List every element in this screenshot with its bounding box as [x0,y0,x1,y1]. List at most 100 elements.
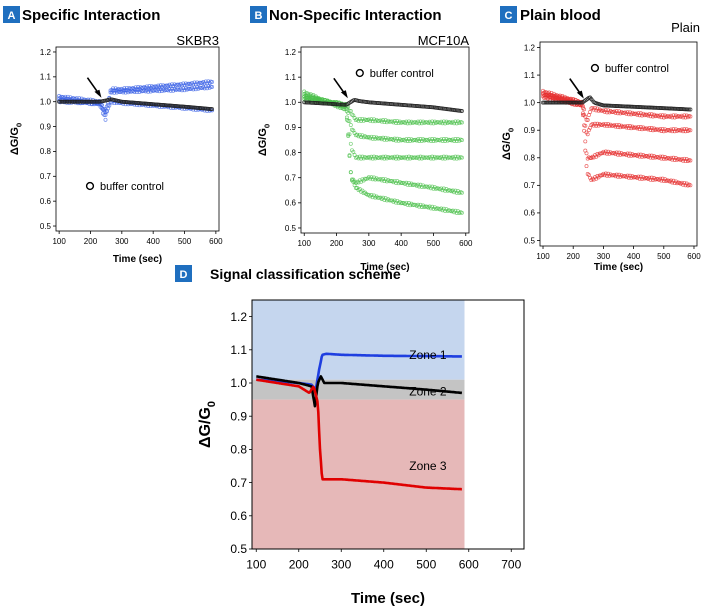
panel-c-point [631,104,636,109]
panel-b-frame [300,46,470,234]
panel-b-point [375,101,380,105]
panel-b-point [419,104,424,109]
panel-b-point [344,117,349,122]
panel-c-point [565,100,570,105]
panel-b-point [387,198,392,203]
panel-a-point [146,89,151,94]
panel-c-ytick-label: 0.8 [524,154,536,163]
panel-a-ytick-label: 1.2 [40,48,52,57]
panel-a-cell-line: SKBR3 [176,33,219,48]
panel-a-point [177,104,182,109]
panel-c-xtick-label: 200 [567,252,581,261]
panel-c-point [545,100,550,105]
panel-b-point [348,141,353,146]
panel-d-series-black [255,375,463,408]
panel-d-xtick-label: 700 [501,557,521,571]
panel-b-point [457,108,462,113]
panel-b-point [381,101,386,106]
panel-b-ytick-label: 0.6 [285,199,297,208]
panel-a-point [107,103,112,108]
panel-c-point [615,111,620,116]
panel-c-point [685,129,690,133]
panel-b-point [329,101,334,106]
panel-a-point [88,99,93,104]
panel-a-point [175,87,179,92]
panel-a-point [206,106,211,111]
panel-b-point [365,176,370,181]
panel-c-point [637,154,642,159]
panel-c-point [570,100,574,105]
panel-c-point [623,104,628,109]
panel-c-point [683,107,688,112]
panel-d-xtick-label: 400 [374,557,394,571]
panel-a-point [91,99,95,104]
panel-c-point [655,105,660,110]
panel-c-point [577,100,582,105]
panel-c-point [683,115,688,120]
panel-b-point [373,100,378,105]
panel-c-point [549,100,554,105]
panel-a-point [73,99,78,104]
panel-b-point [311,100,316,105]
panel-c-point [661,106,666,111]
panel-c-point [688,128,693,133]
panel-b-point [374,100,379,105]
panel-a-point [65,99,70,104]
panel-b-point [453,108,458,113]
panel-c-ytick-label: 0.7 [524,181,536,190]
panel-c-ytick-label: 0.9 [524,126,536,135]
panel-b-point [375,195,380,200]
panel-c-point [685,107,690,112]
panel-b-point [322,101,327,106]
panel-c-point [688,158,693,163]
panel-c-xtick-label: 600 [687,252,701,261]
panel-c-title: Plain blood [520,7,601,24]
panel-b-point [403,103,407,108]
panel-b-point [422,104,427,109]
panel-c-point [568,100,573,105]
panel-a-point [62,99,67,104]
panel-b-title: Non-Specific Interaction [269,7,442,24]
panel-c-point [542,100,547,105]
panel-a-point [72,99,77,104]
panel-a-point [163,87,168,92]
panel-b-point [392,102,397,107]
panel-d-xtick-label: 600 [459,557,479,571]
panel-c-point [620,104,625,109]
panel-b-point [334,102,339,107]
panel-c-point [664,106,669,111]
panel-a-point [128,100,133,105]
panel-c-point [647,175,652,180]
panel-c-point [605,124,609,129]
panel-a-point [79,99,84,104]
panel-a-point [94,99,99,104]
panel-c-point [583,148,588,153]
panel-c-series-sensor-1 [541,91,693,122]
panel-b-point [302,100,307,105]
panel-a-series-buffer-control [57,97,215,112]
panel-b-point [410,103,415,108]
panel-b-xtick-label: 600 [459,239,473,248]
panel-c-point [582,123,587,128]
panel-b-point [370,100,375,105]
panel-a-point [171,103,176,108]
panel-c-point [584,164,589,169]
panel-a-point [64,99,69,104]
panel-b-point [308,100,313,105]
panel-b-point [346,132,351,137]
panel-b-point [441,106,446,111]
panel-c-point [657,128,661,133]
panel-b-point [348,108,353,113]
panel-a-point [180,104,184,109]
panel-c-point [578,100,583,105]
panel-b-point [312,100,317,105]
panel-a-point [141,101,146,106]
panel-c-point [629,104,634,109]
panel-c-point [667,128,672,133]
panel-c-point [588,110,593,114]
panel-c-point [560,100,565,105]
panel-b-point [379,101,384,106]
panel-c: C Plain blood Plain 0.5 0.6 0.7 0.8 0.9 1.0 1.1 1.… [500,6,701,273]
panel-b-point [375,118,380,123]
panel-b-point [409,103,414,108]
